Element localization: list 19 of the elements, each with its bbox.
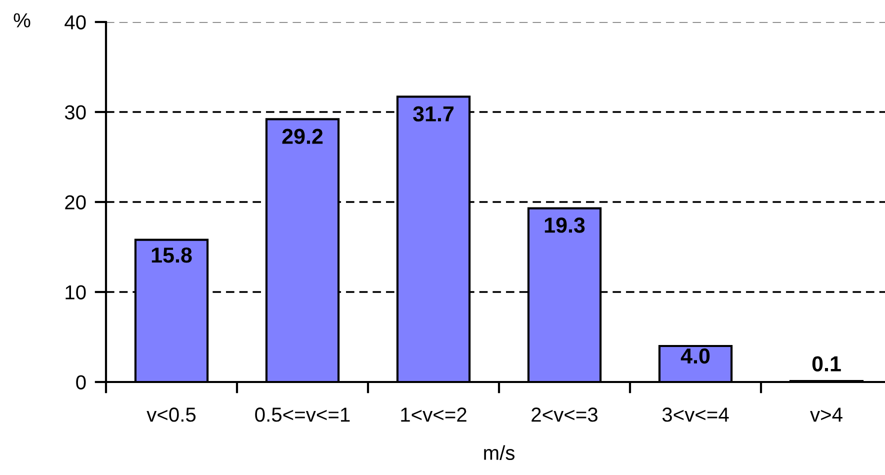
y-tick-label: 0 bbox=[76, 375, 86, 390]
data-label: 15.8 bbox=[152, 247, 192, 263]
x-tick-label: 3<v<=4 bbox=[662, 408, 729, 422]
x-tick-label: 0.5<=v<=1 bbox=[255, 408, 350, 422]
y-tick-label: 10 bbox=[66, 285, 86, 300]
data-label: 19.3 bbox=[544, 218, 585, 233]
data-label: 29.2 bbox=[282, 128, 323, 144]
x-tick-label: v>4 bbox=[810, 408, 842, 422]
y-tick-label: 30 bbox=[64, 105, 86, 120]
y-tick-label: 40 bbox=[64, 15, 86, 30]
data-label: 31.7 bbox=[413, 106, 454, 122]
x-tick-label: 2<v<=3 bbox=[532, 408, 598, 422]
x-tick-label: v<0.5 bbox=[146, 408, 196, 422]
data-label: 0.1 bbox=[812, 356, 841, 372]
y-axis-title: % bbox=[14, 13, 30, 28]
data-label: 4.0 bbox=[680, 348, 710, 364]
y-tick-label: 20 bbox=[65, 195, 86, 210]
x-axis-title: m/s bbox=[484, 445, 514, 460]
x-tick-label: 1<v<=2 bbox=[401, 408, 466, 422]
